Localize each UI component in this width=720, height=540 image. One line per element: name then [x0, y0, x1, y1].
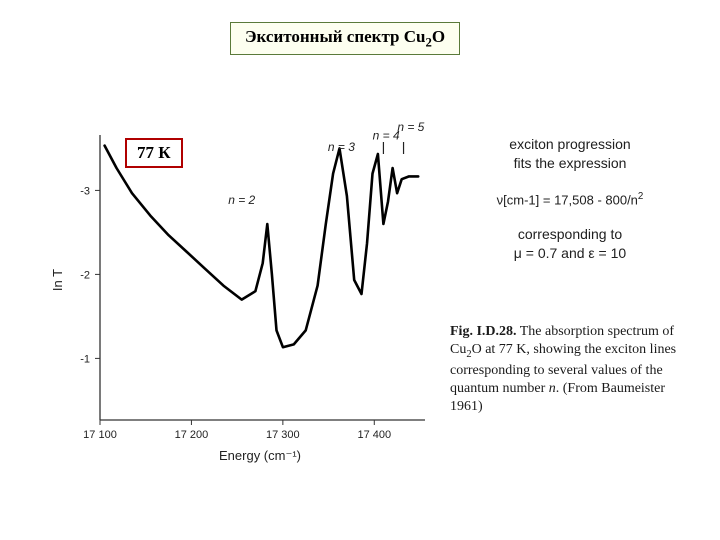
svg-text:n = 2: n = 2	[228, 193, 255, 207]
figure-caption: Fig. I.D.28. The absorption spectrum of …	[450, 323, 690, 416]
svg-text:17 300: 17 300	[266, 429, 300, 441]
right-line2b-suffix: = 10	[595, 245, 627, 261]
right-block-1: exciton progression fits the expression	[455, 135, 685, 173]
svg-text:-2: -2	[80, 269, 90, 281]
right-formula: ν[cm-1] = 17,508 - 800/n2	[455, 191, 685, 207]
svg-text:In T: In T	[50, 269, 65, 291]
title-suffix: O	[432, 27, 445, 46]
svg-text:n = 5: n = 5	[397, 120, 424, 134]
svg-text:17 100: 17 100	[83, 429, 117, 441]
title-prefix: Экситонный спектр Cu	[245, 27, 425, 46]
right-text-column: exciton progression fits the expression …	[455, 135, 685, 281]
right-line2b-prefix: μ = 0.7 and	[514, 245, 589, 261]
page-root: { "title": { "prefix": "Экситонный спект…	[0, 0, 720, 540]
right-line1b: fits the expression	[514, 155, 627, 171]
title-box: Экситонный спектр Cu2O	[230, 22, 460, 55]
svg-text:n = 3: n = 3	[328, 140, 355, 154]
formula-prefix: ν[cm-1] = 17,508 - 800/n	[497, 192, 638, 207]
svg-text:n = 4: n = 4	[373, 129, 400, 143]
svg-text:17 400: 17 400	[357, 429, 391, 441]
right-line2a: corresponding to	[518, 226, 622, 242]
chart-svg: -3 -2 -1 17 100 17 200 17 300 17 400 Energy (cm…	[40, 120, 440, 480]
spectrum-chart: -3 -2 -1 17 100 17 200 17 300 17 400 Energy (cm…	[40, 120, 440, 480]
formula-sup: 2	[638, 191, 643, 202]
svg-text:Energy (cm⁻¹): Energy (cm⁻¹)	[219, 448, 301, 463]
caption-label: Fig. I.D.28.	[450, 324, 517, 339]
caption-n: n	[549, 381, 556, 396]
svg-text:17 200: 17 200	[175, 429, 209, 441]
svg-text:-3: -3	[80, 185, 90, 197]
svg-text:-1: -1	[80, 353, 90, 365]
right-block-2: corresponding to μ = 0.7 and ε = 10	[455, 225, 685, 263]
right-line1a: exciton progression	[509, 136, 630, 152]
